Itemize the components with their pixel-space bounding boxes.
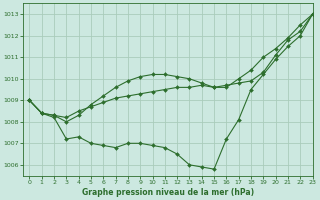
X-axis label: Graphe pression niveau de la mer (hPa): Graphe pression niveau de la mer (hPa) <box>82 188 254 197</box>
